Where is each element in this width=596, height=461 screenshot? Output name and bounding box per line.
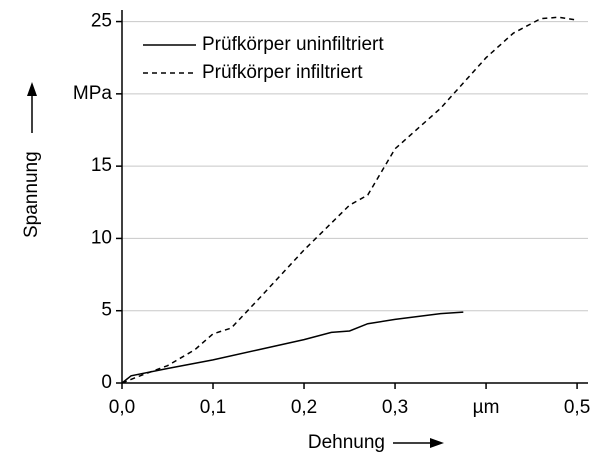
y-tick-label: 0: [101, 372, 112, 393]
x-tick-label: µm: [473, 397, 500, 418]
line-series: [121, 16, 578, 384]
line-series: [121, 311, 464, 384]
y-tick-label: 15: [91, 155, 112, 176]
y-axis-label: Spannung: [21, 151, 42, 238]
y-tick-label: 10: [91, 227, 112, 248]
y-tick-label: MPa: [73, 83, 113, 104]
x-axis-label: Dehnung: [308, 432, 385, 453]
x-tick-label: 0,1: [200, 397, 226, 418]
x-tick-label: 0,2: [291, 397, 317, 418]
x-axis-arrow: [393, 438, 444, 448]
legend-label: Prüfkörper infiltriert: [202, 62, 363, 83]
y-tick-label: 5: [101, 300, 112, 321]
x-tick-label: 0,5: [564, 397, 590, 418]
y-axis-arrow: [27, 82, 37, 133]
x-tick-label: 0,0: [109, 397, 135, 418]
legend-label: Prüfkörper uninfiltriert: [202, 34, 384, 55]
y-tick-label: 25: [91, 11, 112, 32]
x-tick-label: 0,3: [382, 397, 408, 418]
